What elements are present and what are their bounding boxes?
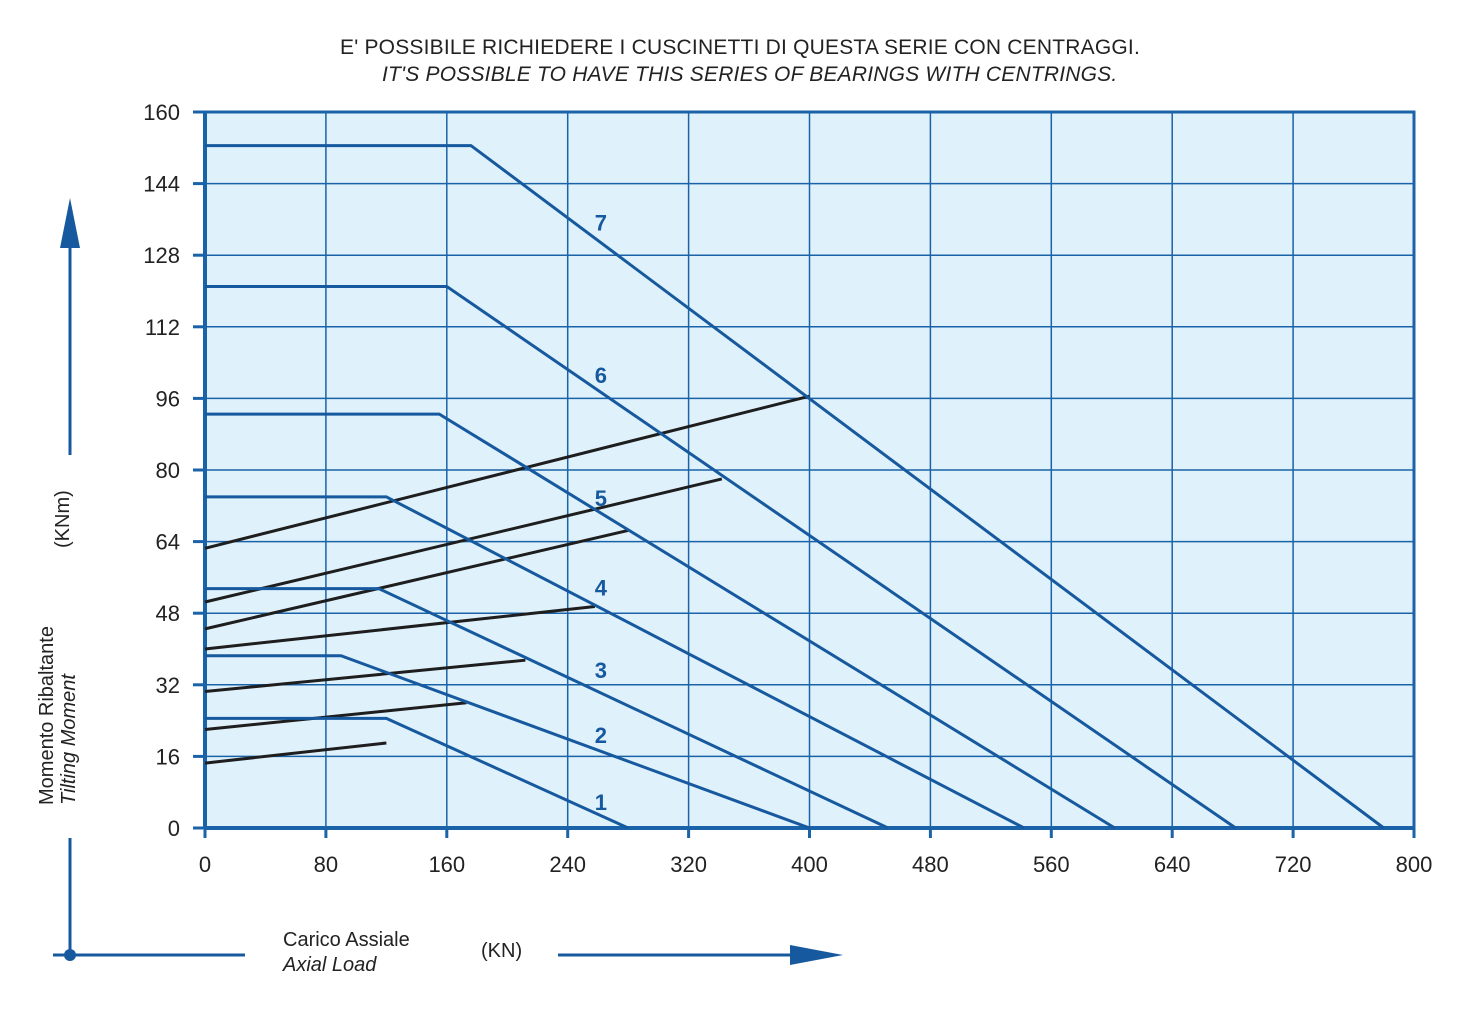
series-label-5: 5	[595, 486, 607, 511]
x-tick-label: 240	[549, 852, 586, 877]
chart-title-english: IT'S POSSIBLE TO HAVE THIS SERIES OF BEA…	[382, 63, 1118, 86]
reference-lines	[204, 394, 810, 765]
y-tick-label: 80	[156, 458, 180, 483]
reference-line	[204, 658, 526, 694]
y-axis-label: Momento Ribaltante Tilting Moment	[36, 626, 80, 805]
x-axis-label-english: Axial Load	[283, 954, 377, 976]
x-tick-label: 160	[428, 852, 465, 877]
y-tick-label: 128	[143, 243, 180, 268]
series-line-5	[205, 412, 1116, 830]
y-arrow-head-icon	[60, 198, 80, 248]
y-tick-label: 64	[156, 530, 180, 555]
x-tick-label: 400	[791, 852, 828, 877]
series-line-2	[205, 654, 811, 830]
y-axis-label-english: Tilting Moment	[58, 674, 80, 805]
reference-line	[204, 604, 596, 651]
series-line-7	[205, 144, 1385, 830]
x-arrow-head-icon	[790, 945, 843, 965]
series-line-6	[205, 285, 1237, 830]
series-line-3	[205, 587, 889, 830]
y-tick-label: 16	[156, 744, 180, 769]
series-label-7: 7	[595, 211, 607, 236]
y-tick-label: 112	[145, 315, 180, 340]
x-axis-label: Carico Assiale Axial Load	[283, 928, 410, 978]
x-tick-label: 720	[1275, 852, 1312, 877]
y-tick-label: 160	[143, 100, 180, 125]
series-labels: 1 2 3 4 5 6 7	[595, 211, 608, 816]
x-tick-label: 80	[314, 852, 338, 877]
tick-labels: 0 80 160 240 320 400 480 560 640 720 8000163248648…	[143, 100, 1432, 877]
x-tick-label: 640	[1154, 852, 1191, 877]
series-label-3: 3	[595, 658, 607, 683]
series-label-2: 2	[595, 723, 607, 748]
reference-line	[204, 394, 810, 550]
y-tick-label: 32	[156, 673, 180, 698]
x-tick-label: 0	[199, 852, 211, 877]
x-tick-label: 480	[912, 852, 949, 877]
series-label-1: 1	[595, 790, 607, 815]
chart-title-italian: E' POSSIBILE RICHIEDERE I CUSCINETTI DI …	[340, 36, 1140, 59]
series-lines	[205, 144, 1385, 830]
y-tick-label: 48	[156, 601, 180, 626]
reference-line	[204, 528, 629, 631]
axis-arrows	[53, 198, 843, 965]
series-line-1	[205, 716, 629, 830]
origin-dot-icon	[64, 949, 76, 961]
series-label-6: 6	[595, 363, 607, 388]
series-label-4: 4	[595, 575, 608, 600]
y-axis-label-italian: Momento Ribaltante	[36, 626, 58, 805]
x-axis-label-italian: Carico Assiale	[283, 929, 410, 951]
reference-line	[204, 741, 387, 765]
y-tick-label: 0	[168, 816, 180, 841]
reference-line	[204, 701, 467, 732]
y-axis-unit: (KNm)	[52, 490, 74, 548]
x-tick-label: 560	[1033, 852, 1070, 877]
y-tick-label: 144	[143, 172, 180, 197]
y-tick-label: 96	[156, 386, 180, 411]
reference-line	[204, 477, 723, 604]
x-tick-label: 320	[670, 852, 707, 877]
x-tick-label: 800	[1396, 852, 1433, 877]
series-line-4	[205, 495, 1025, 830]
x-axis-unit: (KN)	[481, 940, 523, 962]
